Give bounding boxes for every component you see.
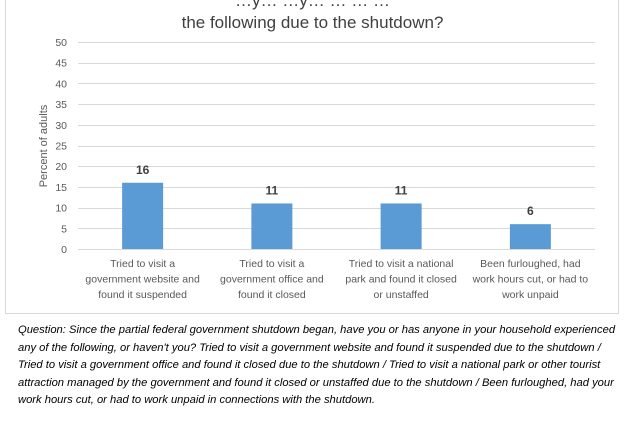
y-tick-label: 10 <box>55 203 67 215</box>
y-axis-title: Percent of adults <box>38 104 50 187</box>
y-tick-label: 5 <box>61 223 67 235</box>
data-label: 16 <box>136 163 150 177</box>
x-axis-category-label: Tried to visit a government website and fo… <box>85 258 200 301</box>
bar <box>509 224 551 249</box>
x-axis-category-label-line: found it suspended <box>98 289 187 301</box>
x-axis-category-label-line: park and found it closed <box>345 274 457 286</box>
y-tick-label: 45 <box>55 58 67 70</box>
x-axis-category-label: Been furloughed, had work hours cut, or h… <box>472 258 589 301</box>
bar <box>380 203 422 249</box>
data-label: 11 <box>395 183 408 197</box>
gridlines <box>78 42 595 250</box>
y-tick-label: 30 <box>55 120 67 132</box>
y-tick-label: 25 <box>55 141 67 153</box>
chart-title-line-2: the following due to the shutdown? <box>181 13 444 32</box>
chart-frame <box>5 0 619 314</box>
x-axis-category-label-line: government website and <box>85 274 200 286</box>
x-axis-category-label: Tried to visit a government office and fou… <box>220 258 324 301</box>
x-axis-category-label-line: work unpaid <box>501 289 559 301</box>
x-axis-category-label-line: government office and <box>220 274 324 286</box>
y-tick-label: 40 <box>55 78 67 90</box>
x-axis-labels: Tried to visit a government website and fo… <box>85 258 588 301</box>
data-label: 11 <box>266 183 279 197</box>
x-axis-category-label-line: or unstaffed <box>373 289 428 301</box>
x-axis-category-label-line: Been furloughed, had <box>480 258 581 270</box>
bar <box>251 203 293 249</box>
x-axis-category-label-line: work hours cut, or had to <box>472 274 589 286</box>
data-label: 6 <box>527 204 534 218</box>
x-axis-category-label-line: Tried to visit a <box>239 258 304 270</box>
data-labels: 16 11 11 6 <box>136 163 534 218</box>
x-axis-category-label-line: Tried to visit a national <box>349 258 454 270</box>
bars <box>122 182 551 249</box>
x-axis-category-label: Tried to visit a national park and found … <box>345 258 457 301</box>
x-axis-category-label-line: Tried to visit a <box>110 258 175 270</box>
y-tick-label: 35 <box>55 99 67 111</box>
x-axis-category-label-line: found it closed <box>238 289 306 301</box>
bar-chart: 0 5 10 15 20 25 30 35 40 45 50 16 11 11 6 Tried to vi… <box>38 37 595 301</box>
chart-title-line-1: …y… …y… … … … <box>235 0 390 10</box>
chart-title: …y… …y… … … … the following due to the s… <box>0 0 625 34</box>
y-tick-label: 50 <box>55 37 67 49</box>
y-tick-label: 0 <box>61 244 67 256</box>
y-tick-label: 20 <box>55 161 67 173</box>
y-axis-ticks: 0 5 10 15 20 25 30 35 40 45 50 <box>55 37 67 256</box>
question-note: Question: Since the partial federal gove… <box>18 324 616 407</box>
y-tick-label: 15 <box>55 182 67 194</box>
bar <box>122 182 164 249</box>
